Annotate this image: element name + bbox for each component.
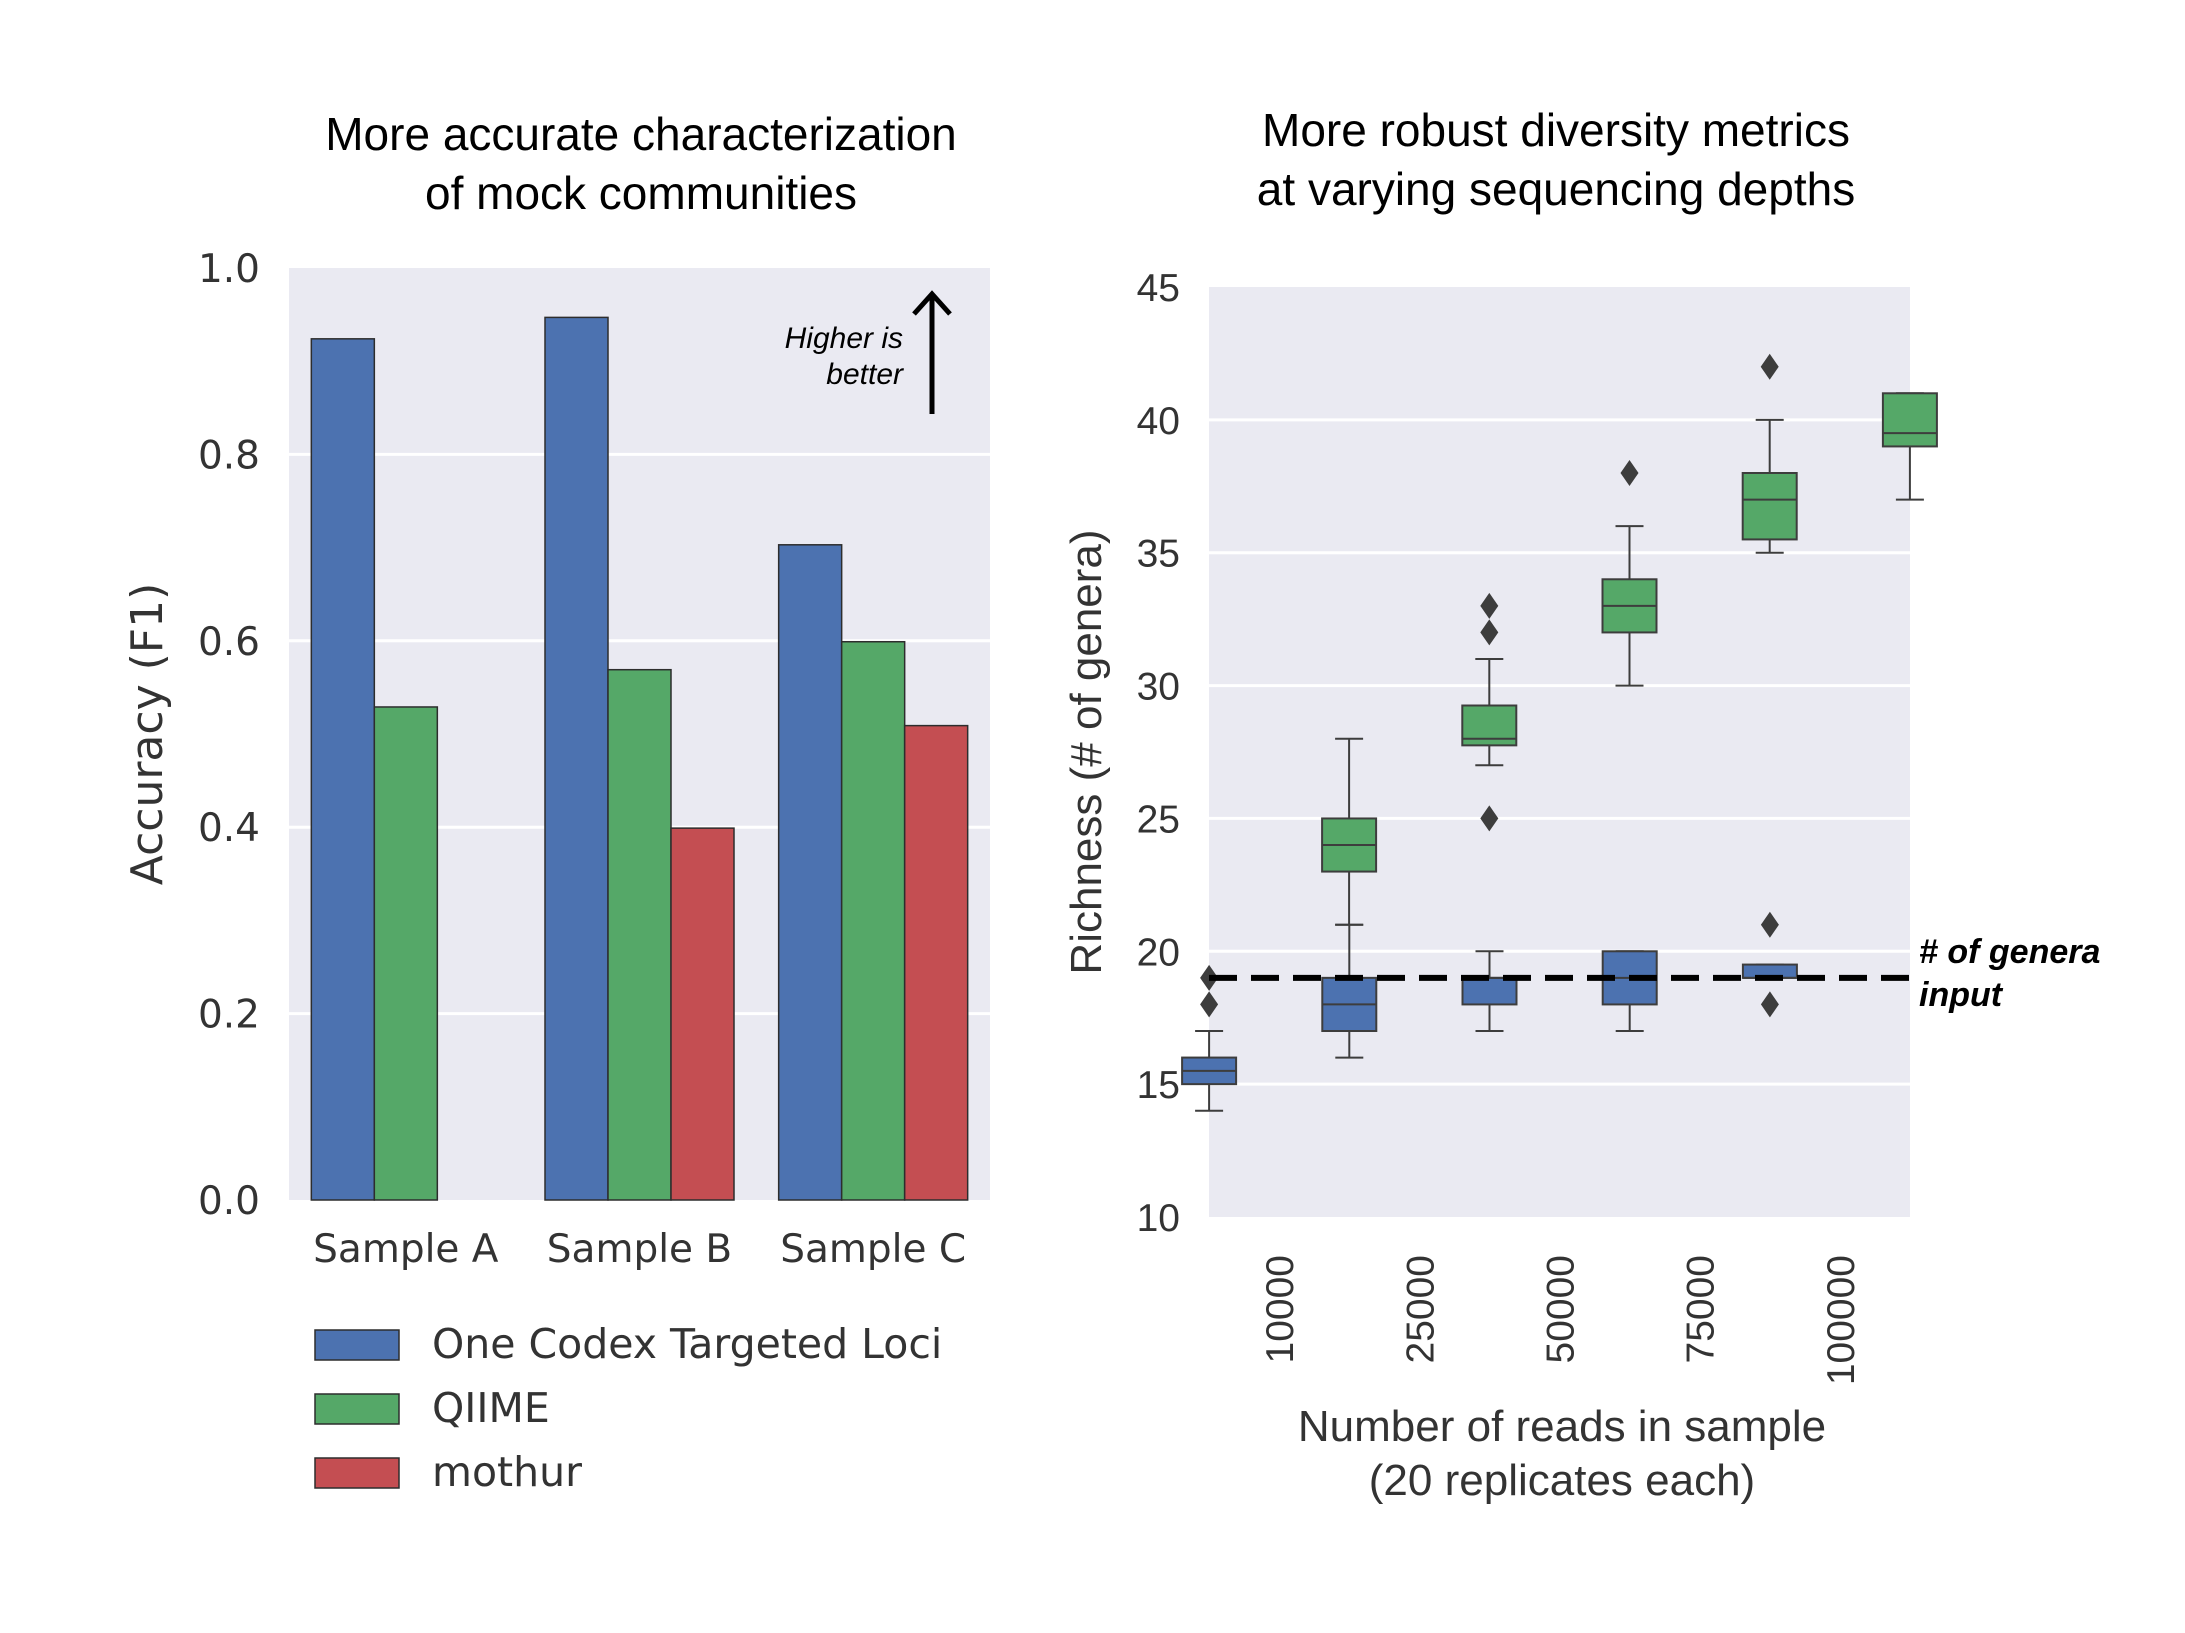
x-tick-label: 25000 — [1399, 1255, 1442, 1363]
legend-swatch — [314, 1393, 400, 1425]
bar-chart-title-line-1: More accurate characterization — [325, 108, 957, 160]
x-tick-label: 50000 — [1540, 1255, 1583, 1363]
box-50000-1 — [1601, 460, 1658, 687]
bar-chart-title-line-2: of mock communities — [425, 167, 857, 219]
box-plot-x-axis-label-line-1: Number of reads in sample — [1298, 1402, 1826, 1451]
y-tick-label: 15 — [1137, 1064, 1180, 1107]
y-tick-label: 0.4 — [198, 806, 260, 851]
y-tick-label: 30 — [1137, 666, 1180, 709]
bar-chart-legend: One Codex Targeted Loci QIIME mothur — [314, 1320, 942, 1496]
bar-one-codex-targeted-loci-sample-c — [777, 544, 843, 1201]
y-tick-label: 1.0 — [198, 247, 260, 292]
box-10000-0 — [1181, 964, 1238, 1112]
box-25000-0 — [1321, 923, 1378, 1059]
y-tick-label: 0.8 — [198, 433, 260, 478]
outlier-point — [1760, 911, 1779, 938]
y-tick-label: 0.6 — [198, 620, 260, 665]
box-100000-0 — [1741, 911, 1798, 1018]
x-tick-label: Sample A — [313, 1227, 499, 1272]
up-arrow-icon — [912, 290, 952, 414]
outlier-point — [1480, 805, 1499, 832]
y-tick-label: 25 — [1137, 798, 1180, 841]
reference-line-label-line-2: input — [1919, 976, 2004, 1014]
outlier-point — [1760, 353, 1779, 380]
legend-swatch — [314, 1329, 400, 1361]
annotation-line-1: Higher is — [785, 322, 903, 355]
x-tick-label: 100000 — [1820, 1255, 1863, 1385]
y-tick-label: 10 — [1137, 1197, 1180, 1240]
outlier-point — [1200, 991, 1219, 1018]
legend-label: One Codex Targeted Loci — [432, 1320, 942, 1368]
box-plot-panel: More robust diversity metrics at varying… — [1062, 104, 2100, 1505]
outlier-point — [1480, 592, 1499, 619]
box-plot-x-ticks: 10000 25000 50000 75000 100000 — [1259, 1255, 1863, 1385]
y-tick-label: 0.0 — [198, 1179, 260, 1224]
bar-chart-x-ticks: Sample A Sample B Sample C — [313, 1227, 966, 1272]
box-body — [1741, 472, 1798, 541]
bar-mothur-sample-b — [670, 827, 735, 1201]
y-tick-label: 0.2 — [198, 993, 260, 1038]
box-body — [1881, 392, 1938, 448]
x-tick-label: Sample B — [547, 1227, 732, 1272]
box-25000-1 — [1461, 592, 1518, 832]
bar-one-codex-targeted-loci-sample-b — [544, 316, 609, 1201]
y-tick-label: 40 — [1137, 400, 1180, 443]
box-plot-y-axis-label: Richness (# of genera) — [1062, 529, 1111, 974]
y-tick-label: 35 — [1137, 533, 1180, 576]
outlier-point — [1620, 460, 1639, 486]
y-tick-label: 45 — [1137, 267, 1180, 310]
bar-one-codex-targeted-loci-sample-a — [310, 338, 376, 1201]
x-tick-label: 10000 — [1259, 1255, 1302, 1363]
legend-swatch — [314, 1457, 400, 1489]
reference-line-label-line-1: # of genera — [1919, 933, 2100, 971]
box-plot-title-line-2: at varying sequencing depths — [1257, 163, 1855, 215]
box-10000-1 — [1321, 737, 1378, 926]
x-tick-label: 75000 — [1680, 1255, 1723, 1363]
bar-qiime-sample-c — [840, 640, 906, 1201]
bar-qiime-sample-b — [607, 668, 672, 1201]
bar-mothur-sample-c — [903, 724, 969, 1201]
bar-chart-y-axis-label: Accuracy (F1) — [122, 583, 173, 886]
legend-label: QIIME — [432, 1384, 550, 1432]
annotation-line-2: better — [826, 358, 904, 391]
box-plot-plot-area — [1209, 287, 1910, 1217]
bar-chart-bars — [310, 316, 969, 1201]
bar-chart-y-ticks: 0.0 0.2 0.4 0.6 0.8 1.0 — [198, 247, 260, 1224]
box-100000-1 — [1881, 392, 1938, 501]
x-tick-label: Sample C — [780, 1227, 966, 1272]
bar-chart-panel: More accurate characterization of mock c… — [122, 108, 990, 1496]
bar-qiime-sample-a — [373, 706, 439, 1201]
box-75000-1 — [1741, 353, 1798, 554]
box-plot-title-line-1: More robust diversity metrics — [1262, 104, 1850, 156]
box-plot-x-axis-label-line-2: (20 replicates each) — [1369, 1456, 1755, 1505]
legend-label: mothur — [432, 1448, 582, 1496]
box-body — [1461, 976, 1518, 1006]
outlier-point — [1480, 619, 1499, 646]
box-plot-y-ticks: 10 15 20 25 30 35 40 45 — [1137, 267, 1180, 1240]
outlier-point — [1760, 991, 1779, 1018]
y-tick-label: 20 — [1137, 931, 1180, 974]
